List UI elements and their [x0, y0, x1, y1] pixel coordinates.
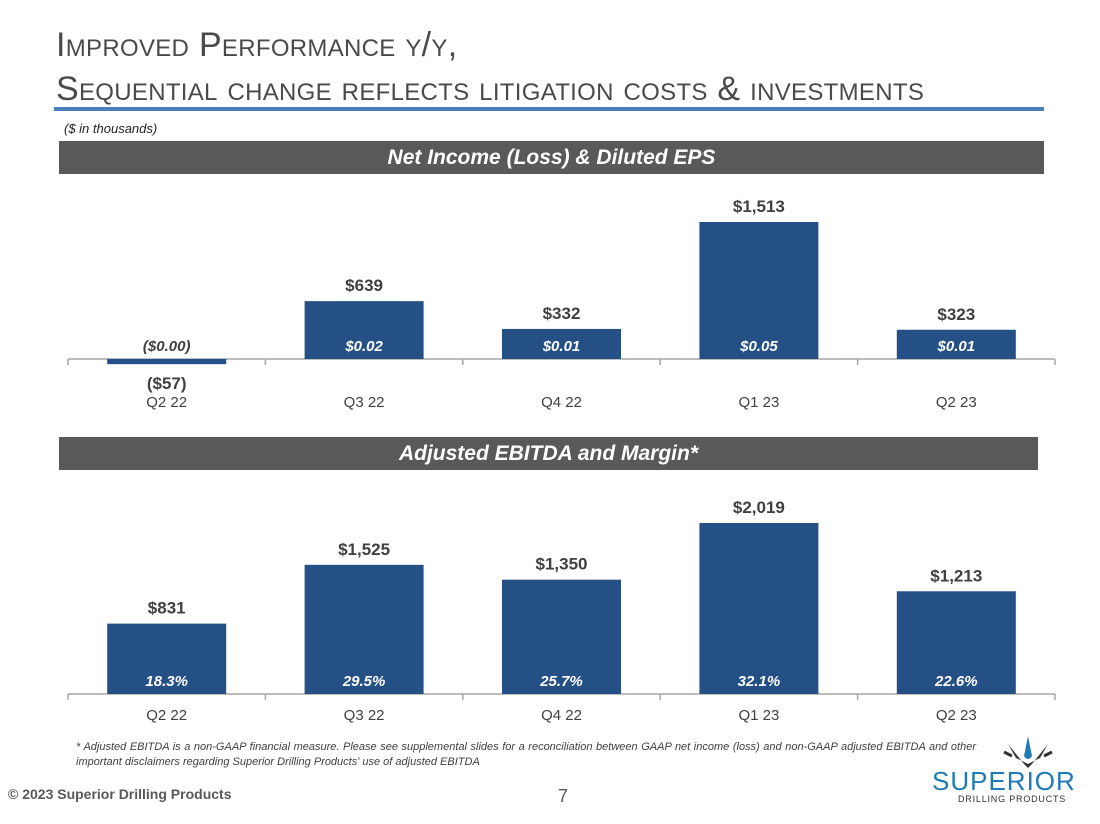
secondary-label: 32.1% — [738, 673, 781, 690]
bar-q2-22 — [107, 623, 227, 694]
category-label: Q3 22 — [344, 394, 385, 411]
value-label: $323 — [937, 305, 975, 324]
chart1-title-band: Net Income (Loss) & Diluted EPS — [59, 141, 1044, 174]
bar-q4-22 — [502, 328, 621, 359]
copyright: © 2023 Superior Drilling Products — [8, 786, 232, 802]
bar-q2-23 — [896, 329, 1016, 359]
secondary-label: $0.05 — [739, 338, 778, 355]
category-label: Q2 23 — [936, 394, 977, 411]
secondary-label: 18.3% — [145, 673, 188, 690]
category-label: Q1 23 — [738, 394, 779, 411]
value-label: $1,350 — [536, 555, 588, 574]
secondary-label: ($0.00) — [143, 338, 191, 355]
secondary-label: 22.6% — [934, 673, 978, 690]
value-label: $332 — [543, 304, 581, 323]
secondary-label: $0.01 — [542, 338, 581, 355]
chart2-title-band: Adjusted EBITDA and Margin* — [59, 437, 1038, 470]
secondary-label: 25.7% — [539, 673, 583, 690]
page-number: 7 — [558, 786, 569, 806]
category-label: Q4 22 — [541, 707, 582, 724]
bar-q1-23 — [699, 222, 819, 359]
category-label: Q2 23 — [936, 707, 977, 724]
value-label: $2,019 — [733, 498, 785, 517]
drill-bit-icon — [1003, 736, 1053, 768]
slide-title-line2: Sequential change reflects litigation co… — [56, 70, 925, 108]
value-label: $1,525 — [338, 540, 390, 559]
bar-q3-22 — [304, 301, 424, 359]
bar-q1-23 — [699, 523, 819, 694]
title-underline — [54, 107, 1044, 111]
value-label: $1,213 — [930, 566, 982, 585]
value-label: $1,513 — [733, 197, 785, 216]
logo-wordmark: SUPERIOR — [932, 766, 1076, 796]
adjusted-ebitda-chart: $831 18.3% Q2 22 $1,525 29.5% Q3 22 $1,350 25.7… — [67, 498, 1056, 724]
bar-q2-22 — [107, 359, 227, 365]
secondary-label: 29.5% — [342, 673, 386, 690]
bar-q2-23 — [896, 591, 1016, 694]
company-logo: SUPERIOR DRILLING PRODUCTS — [928, 734, 1078, 806]
footnote: * Adjusted EBITDA is a non-GAAP financia… — [76, 741, 976, 768]
units-note: ($ in thousands) — [64, 121, 158, 136]
slide-title-line1: Improved Performance y/y, — [56, 26, 458, 64]
value-label: $639 — [345, 276, 383, 295]
secondary-label: $0.02 — [344, 338, 383, 355]
category-label: Q1 23 — [738, 707, 779, 724]
bar-q4-22 — [502, 579, 621, 694]
value-label: $831 — [148, 599, 186, 618]
category-label: Q2 22 — [146, 394, 187, 411]
logo-subtitle: DRILLING PRODUCTS — [958, 794, 1067, 804]
net-income-chart: ($57) ($0.00) Q2 22 $639 $0.02 Q3 22 $332 $0.01… — [67, 197, 1056, 411]
bar-q3-22 — [304, 564, 424, 694]
category-label: Q3 22 — [344, 707, 385, 724]
category-label: Q4 22 — [541, 394, 582, 411]
secondary-label: $0.01 — [937, 338, 976, 355]
value-label: ($57) — [147, 374, 187, 393]
category-label: Q2 22 — [146, 707, 187, 724]
